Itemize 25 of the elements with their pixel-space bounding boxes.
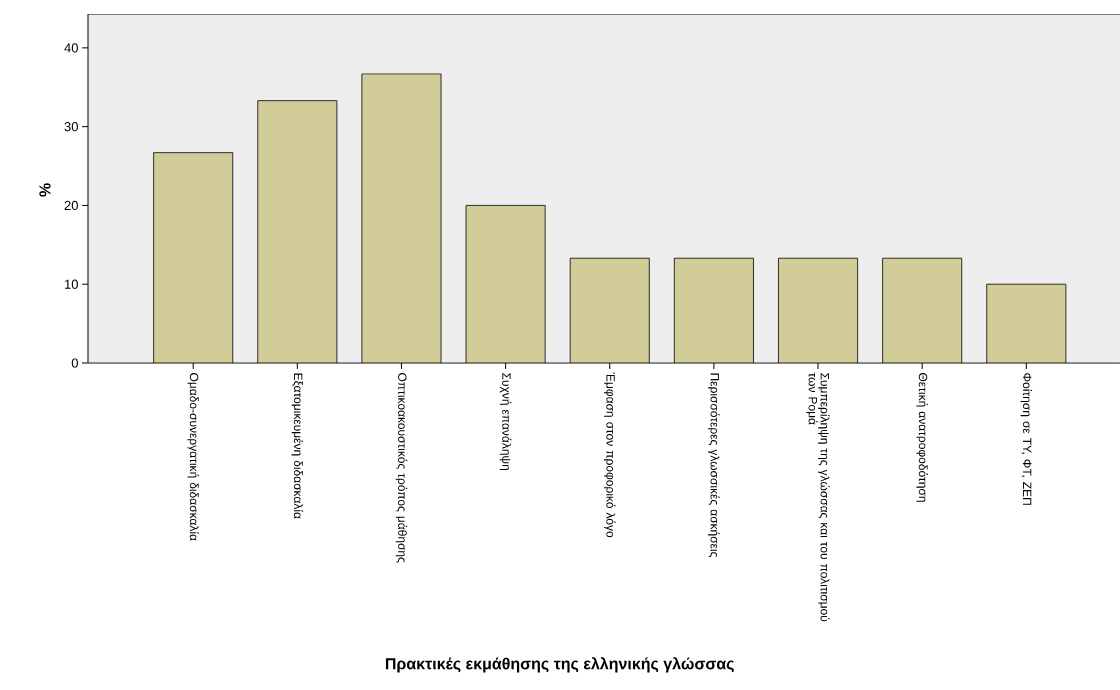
bar [778,258,858,363]
bar [674,258,754,363]
y-tick-label: 40 [64,43,78,53]
bar [257,100,337,363]
bar [153,152,233,363]
x-tick-label: Θετική ανατροφοδότηση [916,373,928,502]
y-tick-label: 10 [65,279,78,289]
x-axis-title: Πρακτικές εκμάθησης της ελληνικής γλώσσας [385,657,734,673]
x-tick-label: Συχνή επανάληψη [499,373,512,470]
x-tick-label: Εξατομικευμένη διδασκαλία [291,373,304,519]
bar [466,205,546,363]
y-axis-title: % [39,183,51,197]
x-tick-label: Συμπερίληψη της γλώσσας και του πολιτισμού των Ρομά [806,372,830,622]
x-tick-label: Περισσότερες γλωσσικές ασκήσεις [708,373,720,558]
x-tick-label: Έμφαση στον προφορικό λόγο [603,372,616,538]
bar [882,258,962,363]
bar [570,258,650,363]
x-tick-label: Φοίτηση σε ΤΥ, ΦΤ, ΖΕΠ [1020,373,1033,505]
x-tick-label: Ομαδο-συνεργατική διδασκαλία [187,373,199,541]
y-tick-label: 20 [64,200,78,211]
y-tick-label: 30 [64,122,78,132]
bar [361,73,442,363]
x-tick-label: Οπτικοακουστικός τρόπος μάθησης [395,373,408,563]
bar [986,283,1067,363]
y-tick-label: 0 [71,358,78,368]
